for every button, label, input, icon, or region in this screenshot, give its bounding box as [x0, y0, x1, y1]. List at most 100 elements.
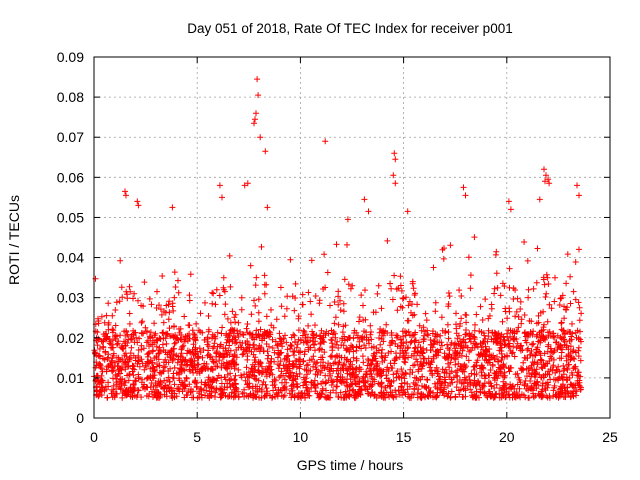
data-point [261, 328, 268, 335]
data-point [139, 318, 146, 325]
data-point [123, 392, 130, 399]
data-point [266, 363, 272, 369]
data-point [346, 363, 353, 370]
data-point [133, 334, 140, 341]
data-point [186, 292, 193, 299]
data-point [348, 342, 355, 349]
data-point [349, 372, 356, 379]
data-point [440, 388, 447, 395]
data-point [538, 364, 545, 371]
data-point [308, 384, 315, 391]
data-point [513, 344, 520, 351]
data-point [321, 251, 328, 258]
data-point [278, 349, 285, 356]
data-point [473, 341, 480, 348]
data-point [471, 234, 478, 241]
data-point [555, 363, 562, 370]
data-point [121, 338, 127, 345]
data-point [465, 254, 472, 261]
data-point [328, 382, 335, 388]
data-point [138, 319, 145, 326]
data-point [171, 381, 178, 388]
data-point [260, 348, 267, 355]
data-point [420, 324, 427, 331]
data-point [265, 331, 272, 338]
data-point [341, 361, 348, 367]
data-point [246, 348, 252, 355]
data-point [427, 368, 434, 375]
data-point [218, 394, 224, 401]
data-point [140, 384, 146, 391]
data-point [479, 384, 486, 391]
data-point [398, 287, 405, 294]
data-point [341, 276, 348, 283]
outlier-point [541, 166, 547, 173]
y-tick-label: 0.09 [57, 49, 84, 65]
data-point [568, 369, 575, 376]
data-point [525, 294, 532, 301]
data-point [205, 313, 212, 319]
data-point [379, 346, 386, 353]
data-point [463, 353, 470, 360]
data-point [97, 387, 104, 394]
data-point [537, 339, 544, 346]
data-point [370, 343, 377, 350]
data-point [153, 337, 160, 344]
data-point [418, 394, 425, 401]
data-point [317, 393, 324, 400]
data-point [364, 386, 371, 393]
data-point [127, 354, 134, 361]
data-point [371, 353, 378, 360]
data-point [470, 382, 477, 389]
data-point [245, 384, 252, 391]
data-point [492, 391, 499, 398]
data-point [463, 319, 470, 326]
data-point [462, 364, 469, 371]
data-point [338, 342, 345, 349]
data-point [269, 378, 276, 385]
data-point [313, 366, 320, 373]
data-point [413, 382, 420, 389]
outlier-point [219, 194, 225, 201]
data-point [563, 342, 570, 349]
data-point [574, 377, 581, 384]
data-point [243, 325, 250, 332]
data-point [332, 314, 339, 321]
data-point [329, 347, 336, 354]
data-point [462, 387, 469, 394]
data-point [158, 311, 165, 318]
data-point [420, 355, 427, 362]
data-point [243, 364, 250, 371]
data-point [373, 358, 380, 365]
data-point [324, 269, 331, 276]
data-point [571, 356, 578, 362]
data-point [388, 285, 395, 292]
data-point [231, 314, 238, 321]
data-point [402, 370, 409, 376]
data-point [252, 282, 259, 289]
data-point [163, 331, 170, 338]
data-point [179, 388, 186, 395]
data-point [509, 382, 516, 389]
data-point [257, 326, 264, 333]
data-point [424, 327, 431, 334]
data-point [166, 378, 173, 385]
outlier-point [135, 202, 142, 209]
data-point [354, 374, 361, 381]
data-point [198, 368, 205, 374]
data-point [130, 381, 137, 387]
data-point [398, 374, 405, 381]
data-point [471, 377, 478, 384]
data-point [191, 378, 198, 385]
data-point [117, 365, 124, 372]
data-point [550, 387, 557, 394]
data-point [473, 388, 480, 395]
plot-frame [93, 56, 611, 419]
data-point [317, 345, 323, 352]
data-point [286, 390, 293, 397]
y-axis-label: ROTI / TECUs [6, 195, 22, 285]
data-point [572, 349, 579, 356]
data-point [332, 334, 339, 341]
data-point [335, 345, 342, 351]
data-point [392, 387, 399, 394]
